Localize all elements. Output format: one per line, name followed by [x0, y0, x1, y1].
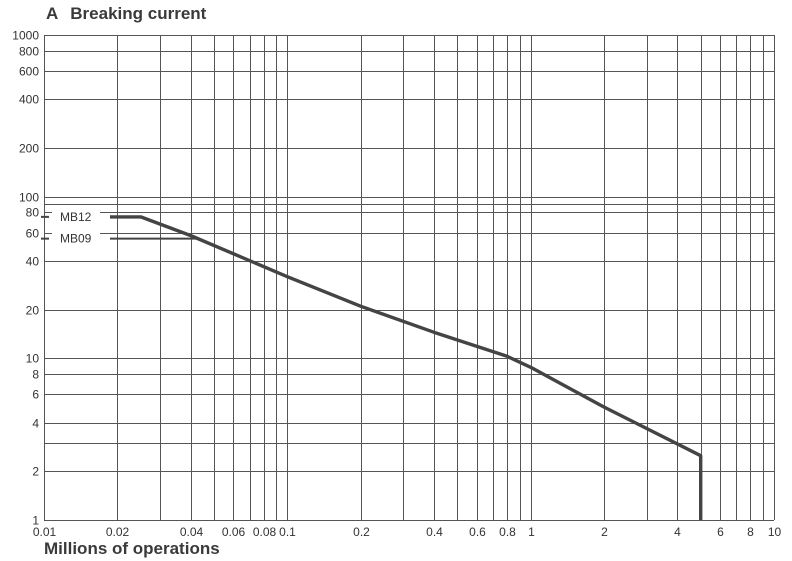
y-tick-label: 10 [26, 352, 40, 366]
y-tick-label: 80 [26, 206, 40, 220]
chart-title: A Breaking current [46, 4, 206, 24]
y-tick-label: 1000 [12, 29, 39, 43]
x-tick-label: 0.04 [180, 525, 204, 539]
y-tick-label: 400 [19, 93, 39, 107]
y-tick-label: 60 [26, 227, 40, 241]
y-tick-label: 2 [32, 465, 39, 479]
x-tick-label: 0.01 [33, 525, 57, 539]
y-tick-label: 40 [26, 255, 40, 269]
chart-title-text: Breaking current [70, 4, 207, 23]
x-axis-label: Millions of operations [44, 539, 220, 558]
x-tick-label: 0.06 [222, 525, 246, 539]
y-tick-label: 6 [32, 388, 39, 402]
annotation-label-bg [52, 231, 100, 246]
chart-title-letter: A [46, 4, 59, 23]
y-tick-label: 600 [19, 65, 39, 79]
annotation-label-mb12: MB12 [60, 210, 92, 224]
x-tick-label: 6 [717, 525, 724, 539]
y-tick-label: 200 [19, 142, 39, 156]
series-line-0 [110, 215, 703, 520]
grid [44, 35, 775, 521]
x-tick-label: 4 [674, 525, 681, 539]
y-tick-label: 800 [19, 45, 39, 59]
x-tick-label: 0.02 [106, 525, 130, 539]
y-tick-label: 8 [32, 368, 39, 382]
series [110, 215, 703, 520]
x-tick-label: 0.2 [353, 525, 370, 539]
x-tick-label: 2 [601, 525, 608, 539]
x-tick-label: 0.8 [499, 525, 516, 539]
y-tick-label: 1 [32, 514, 39, 528]
y-tick-label: 4 [32, 417, 39, 431]
annotations: MB12 MB09 [41, 209, 197, 246]
x-tick-label: 0.1 [279, 525, 296, 539]
tick-labels: 0.01 0.02 0.04 0.06 0.08 0.1 0.2 0.4 0.6 0.8 1 2 4 6 8… [12, 29, 781, 540]
x-tick-label: 1 [528, 525, 535, 539]
annotation-label-mb09: MB09 [60, 232, 92, 246]
x-tick-label: 0.4 [426, 525, 443, 539]
annotation-label-bg [52, 209, 100, 224]
y-tick-label: 100 [19, 191, 39, 205]
x-tick-label: 0.6 [469, 525, 486, 539]
x-tick-label: 0.08 [253, 525, 277, 539]
x-tick-label: 10 [768, 525, 782, 539]
x-tick-label: 8 [747, 525, 754, 539]
y-tick-label: 20 [26, 304, 40, 318]
